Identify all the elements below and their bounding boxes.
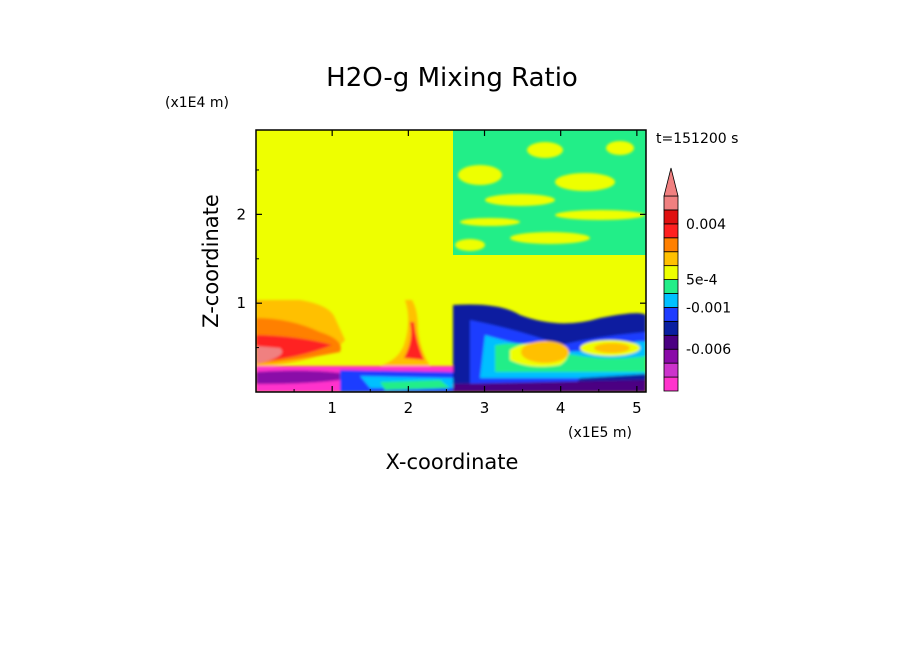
colorbar-label: -0.006 [686, 342, 731, 358]
y-unit-label: (x1E4 m) [165, 95, 229, 111]
colorbar-swatch [663, 376, 679, 392]
colorbar-swatch [663, 209, 679, 225]
colorbar-swatch [663, 251, 679, 267]
x-tick-label: 3 [480, 399, 490, 417]
colorbar-label: 5e-4 [686, 273, 718, 289]
colorbar-swatch [663, 334, 679, 350]
y-axis-ticks: 12 [236, 169, 646, 349]
colorbar-label: 0.004 [686, 217, 726, 233]
x-tick-label: 1 [327, 399, 337, 417]
y-tick-label: 2 [236, 205, 246, 223]
colorbar-extend-arrow [663, 167, 679, 197]
colorbar-swatch [663, 223, 679, 239]
colorbar-swatch [663, 348, 679, 364]
heatmap-field [256, 130, 646, 392]
x-axis-ticks: 1 2 3 4 5 [293, 130, 642, 417]
colorbar-swatch [663, 279, 679, 294]
y-axis-label: Z-coordinate [199, 194, 223, 328]
chart-title: H2O-g Mixing Ratio [326, 63, 578, 93]
colorbar-swatch [663, 195, 679, 211]
colorbar-swatch [663, 293, 679, 308]
plot-frame [255, 129, 647, 393]
x-tick-label: 4 [556, 399, 566, 417]
y-tick-label: 1 [236, 294, 246, 312]
colorbar-swatch [663, 307, 679, 322]
x-tick-label: 2 [404, 399, 414, 417]
x-unit-label: (x1E5 m) [568, 425, 632, 441]
colorbar-swatch [663, 362, 679, 378]
colorbar-swatch [663, 265, 679, 280]
colorbar-swatch [663, 320, 679, 336]
time-label: t=151200 s [656, 131, 738, 147]
colorbar-swatch [663, 237, 679, 253]
colorbar-label: -0.001 [686, 300, 731, 316]
x-axis-label: X-coordinate [386, 450, 519, 474]
colorbar: 0.004 5e-4 -0.001 -0.006 [663, 167, 731, 392]
x-tick-label: 5 [632, 399, 642, 417]
